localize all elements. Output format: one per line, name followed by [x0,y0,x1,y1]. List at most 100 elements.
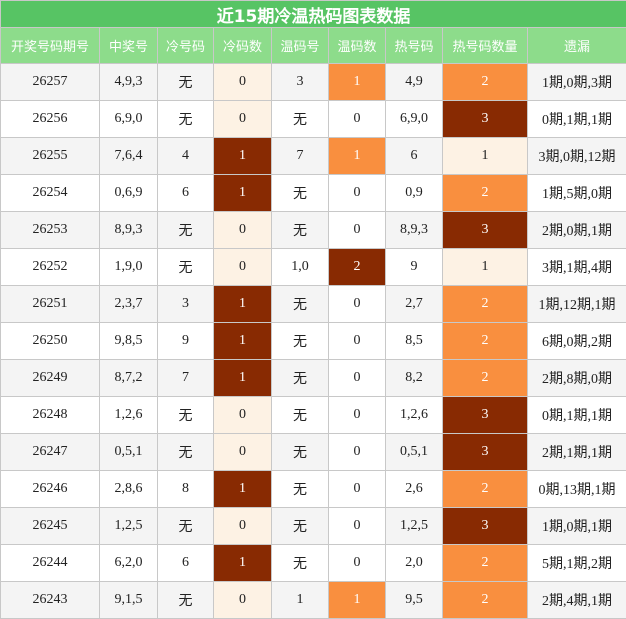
header-cell: 热号码 [385,27,443,64]
table-row: 26248 1,2,6 无 0 无 0 1,2,6 3 0期,1期,1期 [0,396,626,434]
table-cell: 6,2,0 [99,544,158,582]
header-cell: 冷码数 [213,27,272,64]
table-cell: 2期,8期,0期 [526,359,626,397]
table-cell: 0 [328,359,386,397]
header-cell: 热号码数量 [442,27,528,64]
header-row: 开奖号码期号 中奖号 冷号码 冷码数 温码号 温码数 热号码 热号码数量 遗漏 [0,27,626,64]
table-cell: 0 [328,322,386,360]
table-cell: 1 [213,470,272,508]
table-cell: 无 [271,322,329,360]
table-cell: 无 [157,100,214,138]
table-cell: 无 [157,433,214,471]
table-cell: 2 [442,581,528,619]
table-cell: 5期,1期,2期 [526,544,626,582]
table-cell: 2期,4期,1期 [526,581,626,619]
table-cell: 3 [442,396,528,434]
table-cell: 无 [157,581,214,619]
table-cell: 26248 [0,396,100,434]
table-row: 26253 8,9,3 无 0 无 0 8,9,3 3 2期,0期,1期 [0,211,626,249]
table-cell: 3 [442,211,528,249]
table-cell: 1 [213,544,272,582]
table-cell: 3 [157,285,214,323]
table-cell: 无 [271,285,329,323]
table-row: 26246 2,8,6 8 1 无 0 2,6 2 0期,13期,1期 [0,470,626,508]
table-cell: 9 [157,322,214,360]
table-cell: 0 [328,433,386,471]
table-cell: 8,2 [385,359,443,397]
table-cell: 26245 [0,507,100,545]
table-cell: 0 [328,470,386,508]
table-cell: 8,5 [385,322,443,360]
table-cell: 2 [442,359,528,397]
table-cell: 0 [213,100,272,138]
table-cell: 1期,12期,1期 [526,285,626,323]
table-cell: 9,8,5 [99,322,158,360]
header-cell: 温码号 [271,27,329,64]
table-cell: 无 [271,507,329,545]
table-cell: 3 [442,100,528,138]
table-cell: 1 [442,248,528,286]
table-body: 26257 4,9,3 无 0 3 1 4,9 2 1期,0期,3期 26256 6,9,0 无 0 无 0… [0,63,626,619]
table-cell: 0 [328,174,386,212]
table-cell: 0,9 [385,174,443,212]
table-cell: 3期,1期,4期 [526,248,626,286]
table-cell: 7,6,4 [99,137,158,175]
table-cell: 1期,0期,1期 [526,507,626,545]
table-cell: 26247 [0,433,100,471]
table-title: 近15期冷温热码图表数据 [0,0,626,28]
table-cell: 6 [157,174,214,212]
table-cell: 8 [157,470,214,508]
table-cell: 1 [442,137,528,175]
table-cell: 1期,0期,3期 [526,63,626,101]
table-cell: 1 [271,581,329,619]
table-cell: 1 [328,581,386,619]
table-cell: 6,9,0 [99,100,158,138]
table-cell: 0 [213,507,272,545]
table-row: 26257 4,9,3 无 0 3 1 4,9 2 1期,0期,3期 [0,63,626,101]
table-cell: 3 [442,433,528,471]
table-cell: 9 [385,248,443,286]
table-cell: 0期,1期,1期 [526,396,626,434]
table-cell: 1 [213,137,272,175]
table-cell: 26257 [0,63,100,101]
table-cell: 0 [328,100,386,138]
table-cell: 6 [157,544,214,582]
table-cell: 无 [271,100,329,138]
table-row: 26254 0,6,9 6 1 无 0 0,9 2 1期,5期,0期 [0,174,626,212]
table-cell: 2期,0期,1期 [526,211,626,249]
table-row: 26250 9,8,5 9 1 无 0 8,5 2 6期,0期,2期 [0,322,626,360]
table-cell: 26251 [0,285,100,323]
table-cell: 26246 [0,470,100,508]
header-cell: 温码数 [328,27,386,64]
table-cell: 0,5,1 [385,433,443,471]
table-cell: 0,6,9 [99,174,158,212]
table-row: 26256 6,9,0 无 0 无 0 6,9,0 3 0期,1期,1期 [0,100,626,138]
table-cell: 26250 [0,322,100,360]
table-cell: 无 [157,248,214,286]
table-cell: 6,9,0 [385,100,443,138]
table-cell: 4,9 [385,63,443,101]
table-cell: 2,8,6 [99,470,158,508]
table-cell: 26255 [0,137,100,175]
table-cell: 0 [213,211,272,249]
table-row: 26252 1,9,0 无 0 1,0 2 9 1 3期,1期,4期 [0,248,626,286]
table-cell: 3 [271,63,329,101]
header-cell: 开奖号码期号 [0,27,100,64]
table-cell: 0 [213,63,272,101]
table-cell: 2,6 [385,470,443,508]
table-cell: 26256 [0,100,100,138]
table-row: 26247 0,5,1 无 0 无 0 0,5,1 3 2期,1期,1期 [0,433,626,471]
table-cell: 3期,0期,12期 [526,137,626,175]
table-cell: 8,9,3 [99,211,158,249]
table-cell: 2,7 [385,285,443,323]
header-cell: 遗漏 [526,27,626,64]
table-cell: 2 [442,470,528,508]
table-cell: 2 [442,285,528,323]
table-row: 26243 9,1,5 无 0 1 1 9,5 2 2期,4期,1期 [0,581,626,619]
table-cell: 2 [442,322,528,360]
table-cell: 2 [442,544,528,582]
table-cell: 0 [328,544,386,582]
table-cell: 1 [213,322,272,360]
